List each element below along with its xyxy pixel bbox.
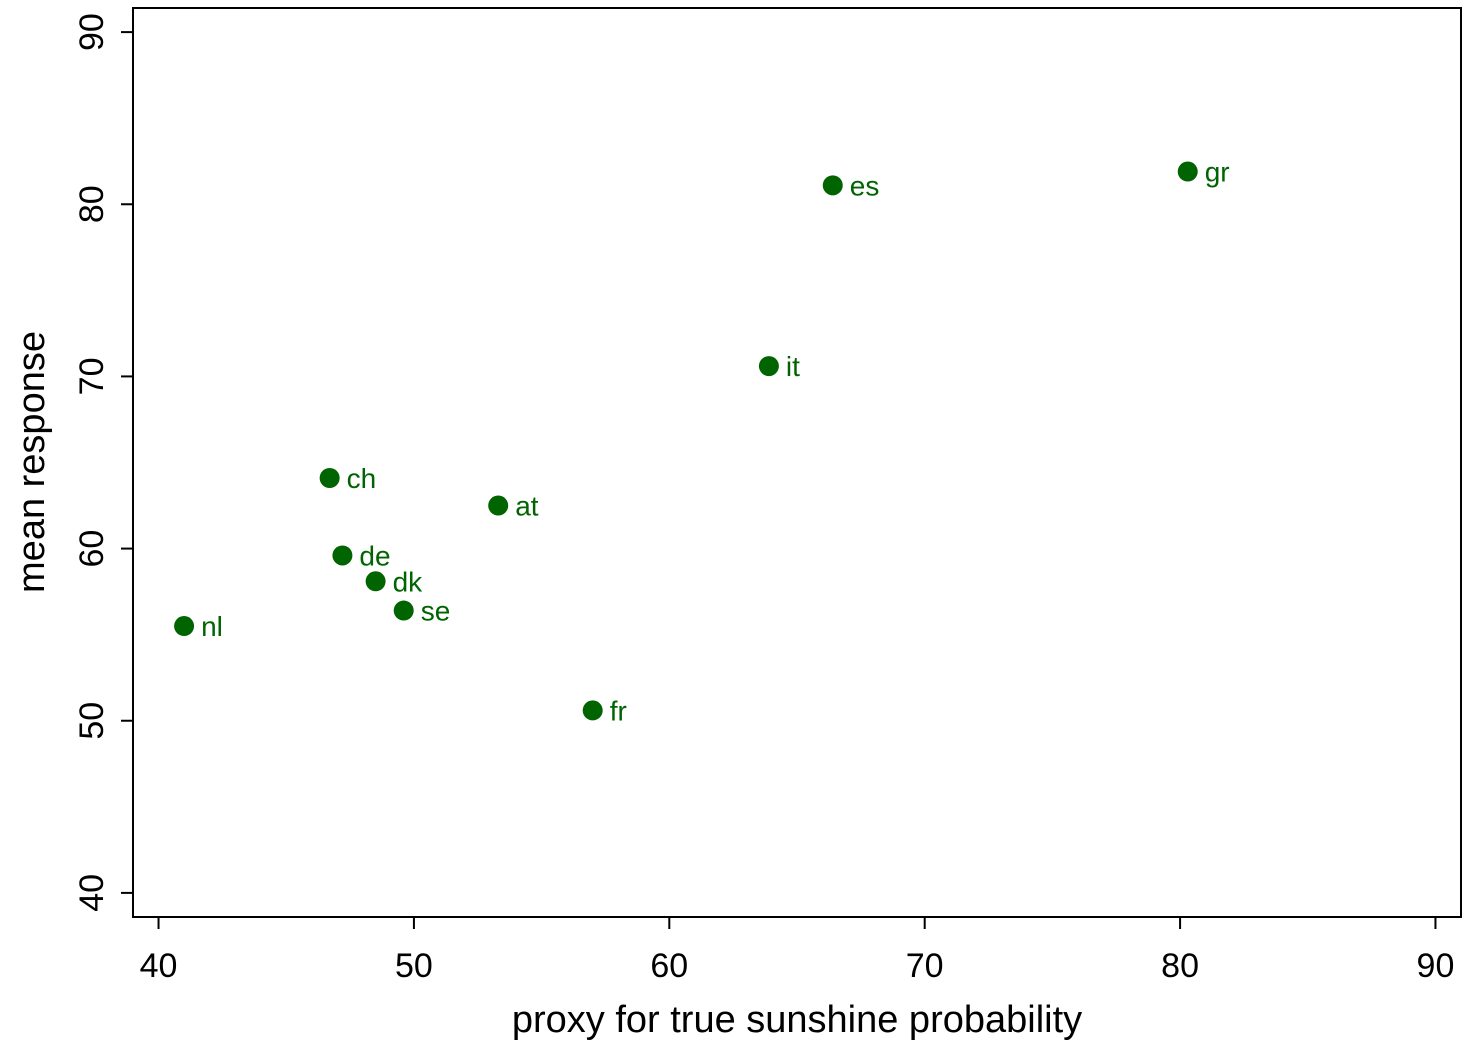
point-label-gr: gr: [1205, 157, 1230, 188]
x-tick-label: 40: [140, 947, 178, 985]
x-tick-label: 60: [650, 947, 688, 985]
point-label-fr: fr: [610, 695, 627, 726]
x-tick-label: 90: [1417, 947, 1455, 985]
point-label-se: se: [421, 596, 451, 627]
plot-frame: [132, 7, 1462, 918]
data-point-at: [488, 495, 509, 516]
data-point-de: [332, 545, 353, 566]
point-label-de: de: [359, 540, 390, 571]
y-axis-ticks: 40 50 60 70 80 90: [73, 13, 133, 912]
y-tick-label: 40: [73, 874, 111, 912]
point-label-ch: ch: [347, 463, 377, 494]
y-tick-label: 90: [73, 13, 111, 51]
data-point-ch: [319, 467, 340, 488]
point-label-dk: dk: [393, 566, 424, 597]
point-label-nl: nl: [201, 611, 223, 642]
data-point-se: [393, 600, 414, 621]
point-label-it: it: [786, 351, 800, 382]
x-tick-label: 50: [395, 947, 433, 985]
data-point-nl: [174, 616, 195, 637]
point-label-es: es: [850, 170, 880, 201]
data-point-es: [822, 175, 843, 196]
x-tick-label: 80: [1161, 947, 1199, 985]
x-axis-ticks: 40 50 60 70 80 90: [140, 917, 1455, 985]
y-tick-label: 80: [73, 185, 111, 223]
y-tick-label: 70: [73, 358, 111, 396]
data-point-gr: [1177, 161, 1198, 182]
point-label-at: at: [515, 491, 539, 522]
y-tick-label: 60: [73, 530, 111, 568]
x-tick-label: 70: [906, 947, 944, 985]
data-point-it: [758, 356, 779, 377]
data-point-dk: [365, 571, 386, 592]
y-tick-label: 50: [73, 702, 111, 740]
x-axis-label: proxy for true sunshine probability: [512, 999, 1082, 1041]
y-axis-label: mean response: [11, 331, 53, 593]
data-point-fr: [582, 700, 603, 721]
